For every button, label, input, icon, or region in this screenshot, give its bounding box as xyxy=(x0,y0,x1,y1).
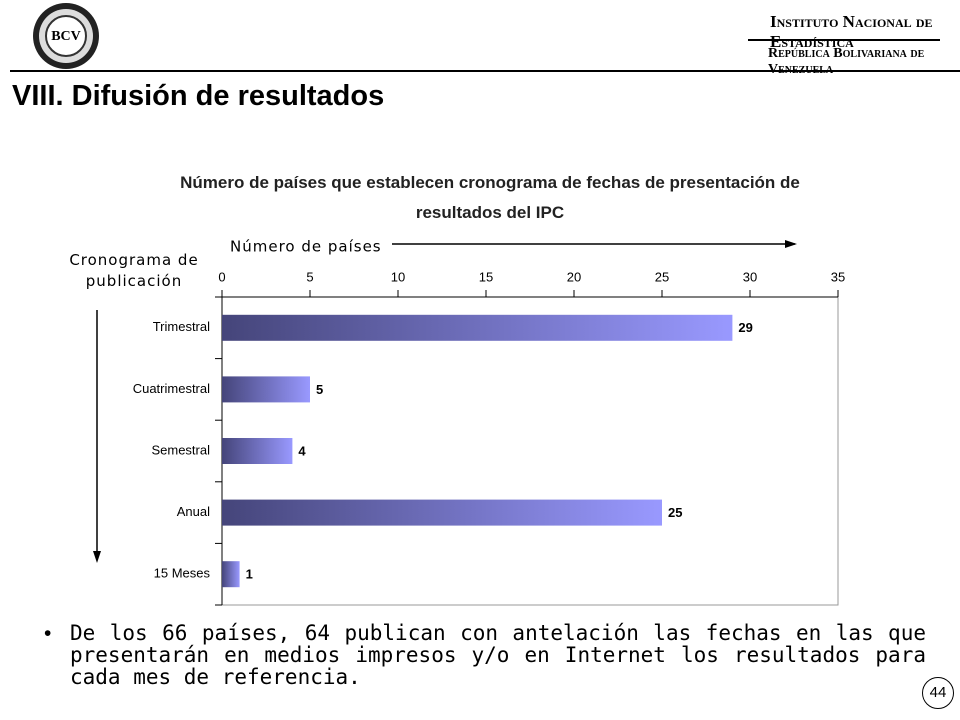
x-tick-label: 10 xyxy=(391,269,405,284)
x-tick-label: 35 xyxy=(831,269,845,284)
bar xyxy=(222,499,662,526)
value-label: 25 xyxy=(668,505,682,520)
plot-frame xyxy=(221,296,839,606)
chart-title: Número de países que establecen cronogra… xyxy=(180,173,800,222)
value-label: 29 xyxy=(738,320,752,335)
y-axis-title: Cronograma de publicación xyxy=(69,251,199,290)
bcv-text: BCV xyxy=(51,29,81,44)
bar xyxy=(222,561,240,588)
bcv-logo: BCV xyxy=(33,3,99,69)
y-tick-label: Semestral xyxy=(151,442,210,457)
bar xyxy=(222,438,293,464)
value-label: 5 xyxy=(316,382,323,397)
bullet-dot: • xyxy=(44,622,52,645)
y-arrowhead xyxy=(93,551,101,563)
x-tick-label: 25 xyxy=(655,269,669,284)
x-tick-label: 20 xyxy=(567,269,581,284)
bar xyxy=(222,376,310,403)
page-number: 44 xyxy=(922,677,954,709)
x-arrowhead xyxy=(785,240,797,248)
y-tick-label: 15 Meses xyxy=(154,566,211,581)
x-tick-label: 0 xyxy=(218,269,225,284)
y-tick-label: Anual xyxy=(177,504,210,519)
value-label: 4 xyxy=(298,443,306,458)
y-tick-label: Cuatrimestral xyxy=(133,381,210,396)
value-label: 1 xyxy=(246,567,253,582)
y-tick-label: Trimestral xyxy=(153,319,210,334)
x-tick-label: 30 xyxy=(743,269,757,284)
slide-title: VIII. Difusión de resultados xyxy=(12,80,385,112)
bullet-text: De los 66 países, 64 publican con antela… xyxy=(70,621,926,689)
x-tick-label: 15 xyxy=(479,269,493,284)
ine-country: República Bolivariana de Venezuela xyxy=(768,46,925,77)
x-axis-title: Número de países xyxy=(230,238,382,256)
ine-name: Instituto Nacional de Estadística xyxy=(770,12,933,51)
x-tick-label: 5 xyxy=(306,269,313,284)
bar xyxy=(222,314,733,341)
